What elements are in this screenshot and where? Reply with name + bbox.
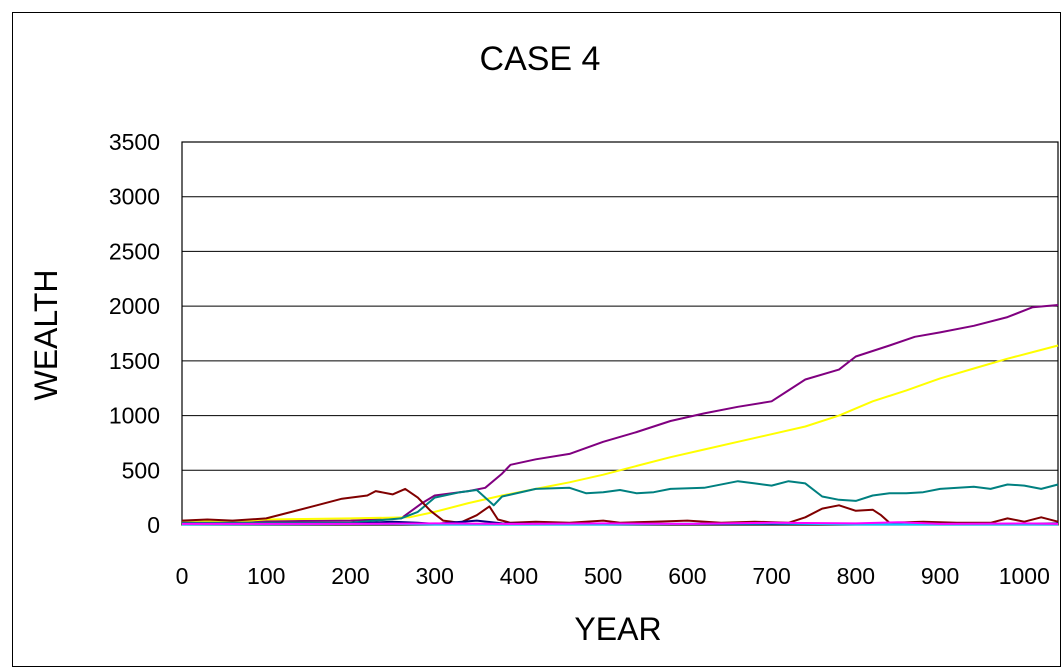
- plot-area: [181, 141, 1059, 526]
- y-tick-label: 3000: [109, 184, 160, 210]
- x-tick-labels: 0 100 200 300 400 500 600 700 800 900 1000: [176, 563, 1050, 589]
- y-axis-label: WEALTH: [28, 270, 64, 401]
- x-axis-label: YEAR: [574, 611, 661, 647]
- series-line-3: [182, 480, 1059, 524]
- chart-frame: [12, 12, 1061, 667]
- x-tick-label: 0: [176, 563, 189, 589]
- x-tick-label: 600: [668, 563, 706, 589]
- y-tick-labels: 0 500 1000 1500 2000 2500 3000 3500: [109, 129, 160, 538]
- x-tick-label: 500: [584, 563, 622, 589]
- series-line-2: [181, 344, 1059, 523]
- y-tick-label: 1500: [109, 348, 160, 374]
- series-line-1: [181, 304, 1059, 523]
- x-tick-label: 100: [247, 563, 285, 589]
- chart-title: CASE 4: [480, 40, 601, 78]
- series-line-4: [181, 487, 1059, 524]
- series-line-7: [182, 521, 1059, 525]
- x-tick-label: 200: [331, 563, 369, 589]
- y-tick-label: 0: [147, 512, 160, 538]
- x-tick-label: 900: [921, 563, 959, 589]
- y-tick-label: 2000: [109, 293, 160, 319]
- series-lines: [181, 304, 1059, 526]
- y-tick-label: 500: [122, 457, 160, 483]
- gridlines: [182, 196, 1058, 471]
- y-tick-label: 3500: [109, 129, 160, 155]
- y-tick-label: 2500: [109, 238, 160, 264]
- x-tick-label: 1000: [999, 563, 1050, 589]
- x-tick-label: 400: [500, 563, 538, 589]
- x-tick-label: 700: [752, 563, 790, 589]
- x-tick-label: 800: [837, 563, 875, 589]
- y-tick-label: 1000: [109, 403, 160, 429]
- x-tick-label: 300: [416, 563, 454, 589]
